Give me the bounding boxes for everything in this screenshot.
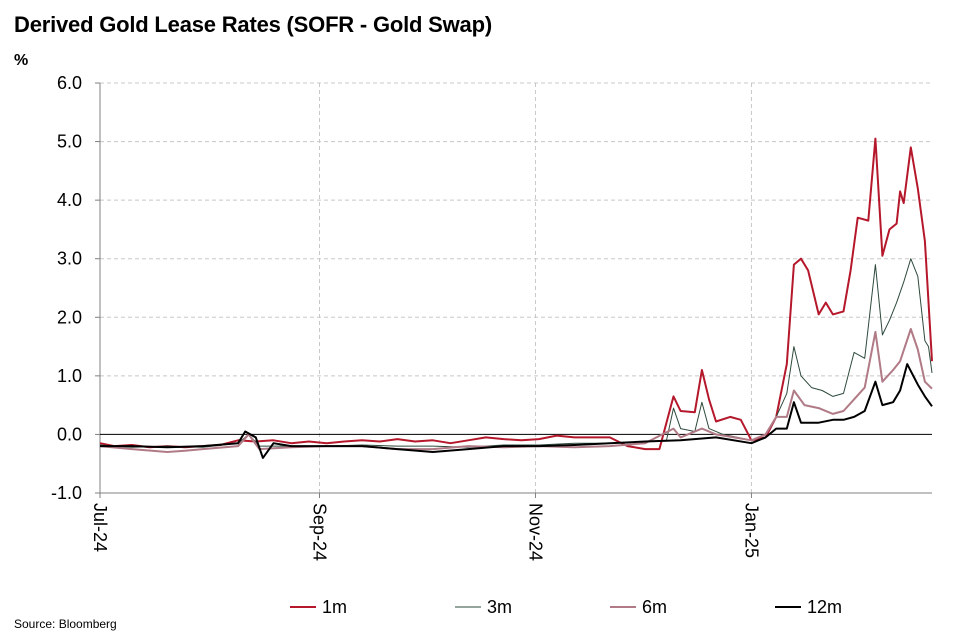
series-line-12m [100,363,933,459]
x-tick-label: Nov-24 [525,503,545,561]
series-line-3m [99,258,933,448]
x-tick-label: Jul-24 [90,503,110,552]
series [99,137,933,459]
series-line-6m [99,328,933,453]
y-tick-label: 5.0 [57,132,82,152]
x-tick-label: Sep-24 [310,503,330,561]
y-tick-label: 2.0 [57,307,82,327]
chart-title: Derived Gold Lease Rates (SOFR - Gold Sw… [14,12,492,37]
y-tick-labels: 6.0 5.0 4.0 3.0 2.0 1.0 0.0 -1.0 [51,73,82,503]
y-tick-label: 0.0 [57,424,82,444]
y-tick-label: 6.0 [57,73,82,93]
y-tick-label: 4.0 [57,190,82,210]
series-line-1m [99,137,933,451]
legend-label-6m: 6m [642,597,667,617]
y-axis-unit: % [14,52,29,69]
legend-label-1m: 1m [322,597,347,617]
x-tick-label: Jan-25 [741,503,761,558]
y-tick-label: -1.0 [51,483,82,503]
grid [100,82,932,494]
y-tick-label: 3.0 [57,249,82,269]
legend-label-12m: 12m [807,597,842,617]
y-tick-label: 1.0 [57,366,82,386]
legend-label-3m: 3m [487,597,512,617]
axes [95,82,932,498]
source-note: Source: Bloomberg [14,617,117,631]
legend: 1m 3m 6m 12m [290,597,842,617]
x-tick-labels: Jul-24 Sep-24 Nov-24 Jan-25 [90,503,761,561]
